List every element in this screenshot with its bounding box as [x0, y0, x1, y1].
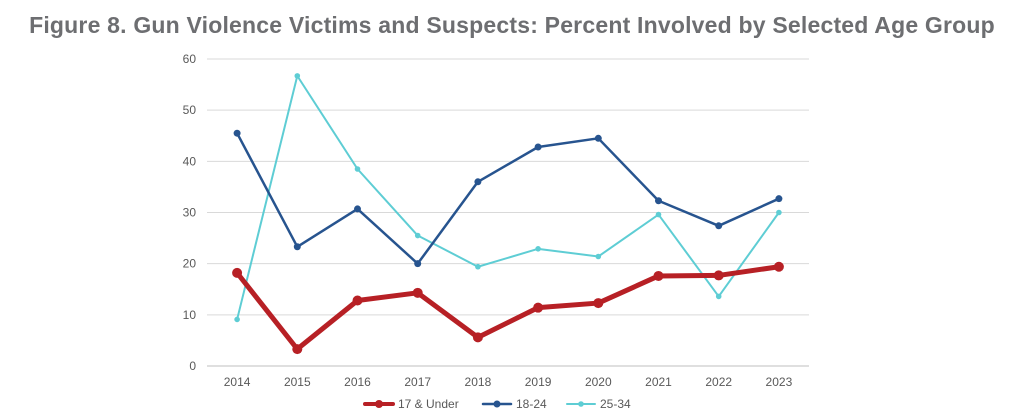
data-point [233, 129, 241, 137]
data-point [474, 178, 482, 186]
x-tick-label: 2023 [766, 375, 793, 389]
data-point [292, 344, 303, 355]
data-point [533, 302, 544, 313]
legend-marker [375, 400, 383, 408]
data-point [595, 253, 602, 260]
x-tick-label: 2015 [284, 375, 311, 389]
data-point [653, 270, 664, 281]
series-line [236, 74, 780, 321]
data-point [594, 134, 602, 142]
y-tick-label: 40 [183, 154, 197, 168]
legend-marker [578, 401, 584, 407]
y-tick-label: 10 [183, 308, 197, 322]
data-point [472, 332, 483, 343]
data-point [773, 261, 784, 272]
data-point [414, 260, 422, 268]
data-point [354, 205, 361, 213]
data-point [475, 263, 481, 270]
x-tick-label: 2022 [705, 375, 732, 389]
data-point [535, 246, 541, 252]
data-point [655, 197, 662, 205]
data-point [776, 209, 782, 216]
data-point [775, 195, 783, 203]
y-tick-label: 30 [183, 206, 197, 220]
y-tick-label: 60 [183, 52, 197, 66]
x-tick-label: 2017 [404, 375, 431, 389]
y-tick-label: 20 [183, 257, 197, 271]
data-point [293, 243, 301, 251]
y-tick-label: 0 [189, 359, 196, 373]
data-point [715, 222, 723, 230]
data-point [655, 211, 662, 218]
legend-label: 25-34 [600, 397, 631, 411]
data-point [713, 270, 724, 281]
legend-label: 18-24 [516, 397, 547, 411]
legend-marker [493, 400, 501, 408]
data-point [412, 287, 423, 298]
x-tick-label: 2018 [465, 375, 492, 389]
series-line [234, 264, 782, 352]
data-point [354, 166, 361, 172]
x-tick-label: 2016 [344, 375, 371, 389]
x-tick-label: 2019 [525, 375, 552, 389]
data-point [234, 316, 240, 323]
legend-label: 17 & Under [398, 397, 459, 411]
x-tick-label: 2021 [645, 375, 672, 389]
data-point [534, 143, 542, 151]
data-point [232, 267, 243, 278]
data-point [352, 295, 363, 306]
data-point [414, 232, 421, 239]
x-tick-label: 2014 [224, 375, 251, 389]
data-point [593, 298, 604, 309]
data-point [294, 73, 301, 79]
data-point [715, 293, 722, 300]
x-tick-label: 2020 [585, 375, 612, 389]
chart-title: Figure 8. Gun Violence Victims and Suspe… [29, 12, 995, 38]
series-line [235, 131, 781, 265]
y-tick-label: 50 [183, 103, 197, 117]
